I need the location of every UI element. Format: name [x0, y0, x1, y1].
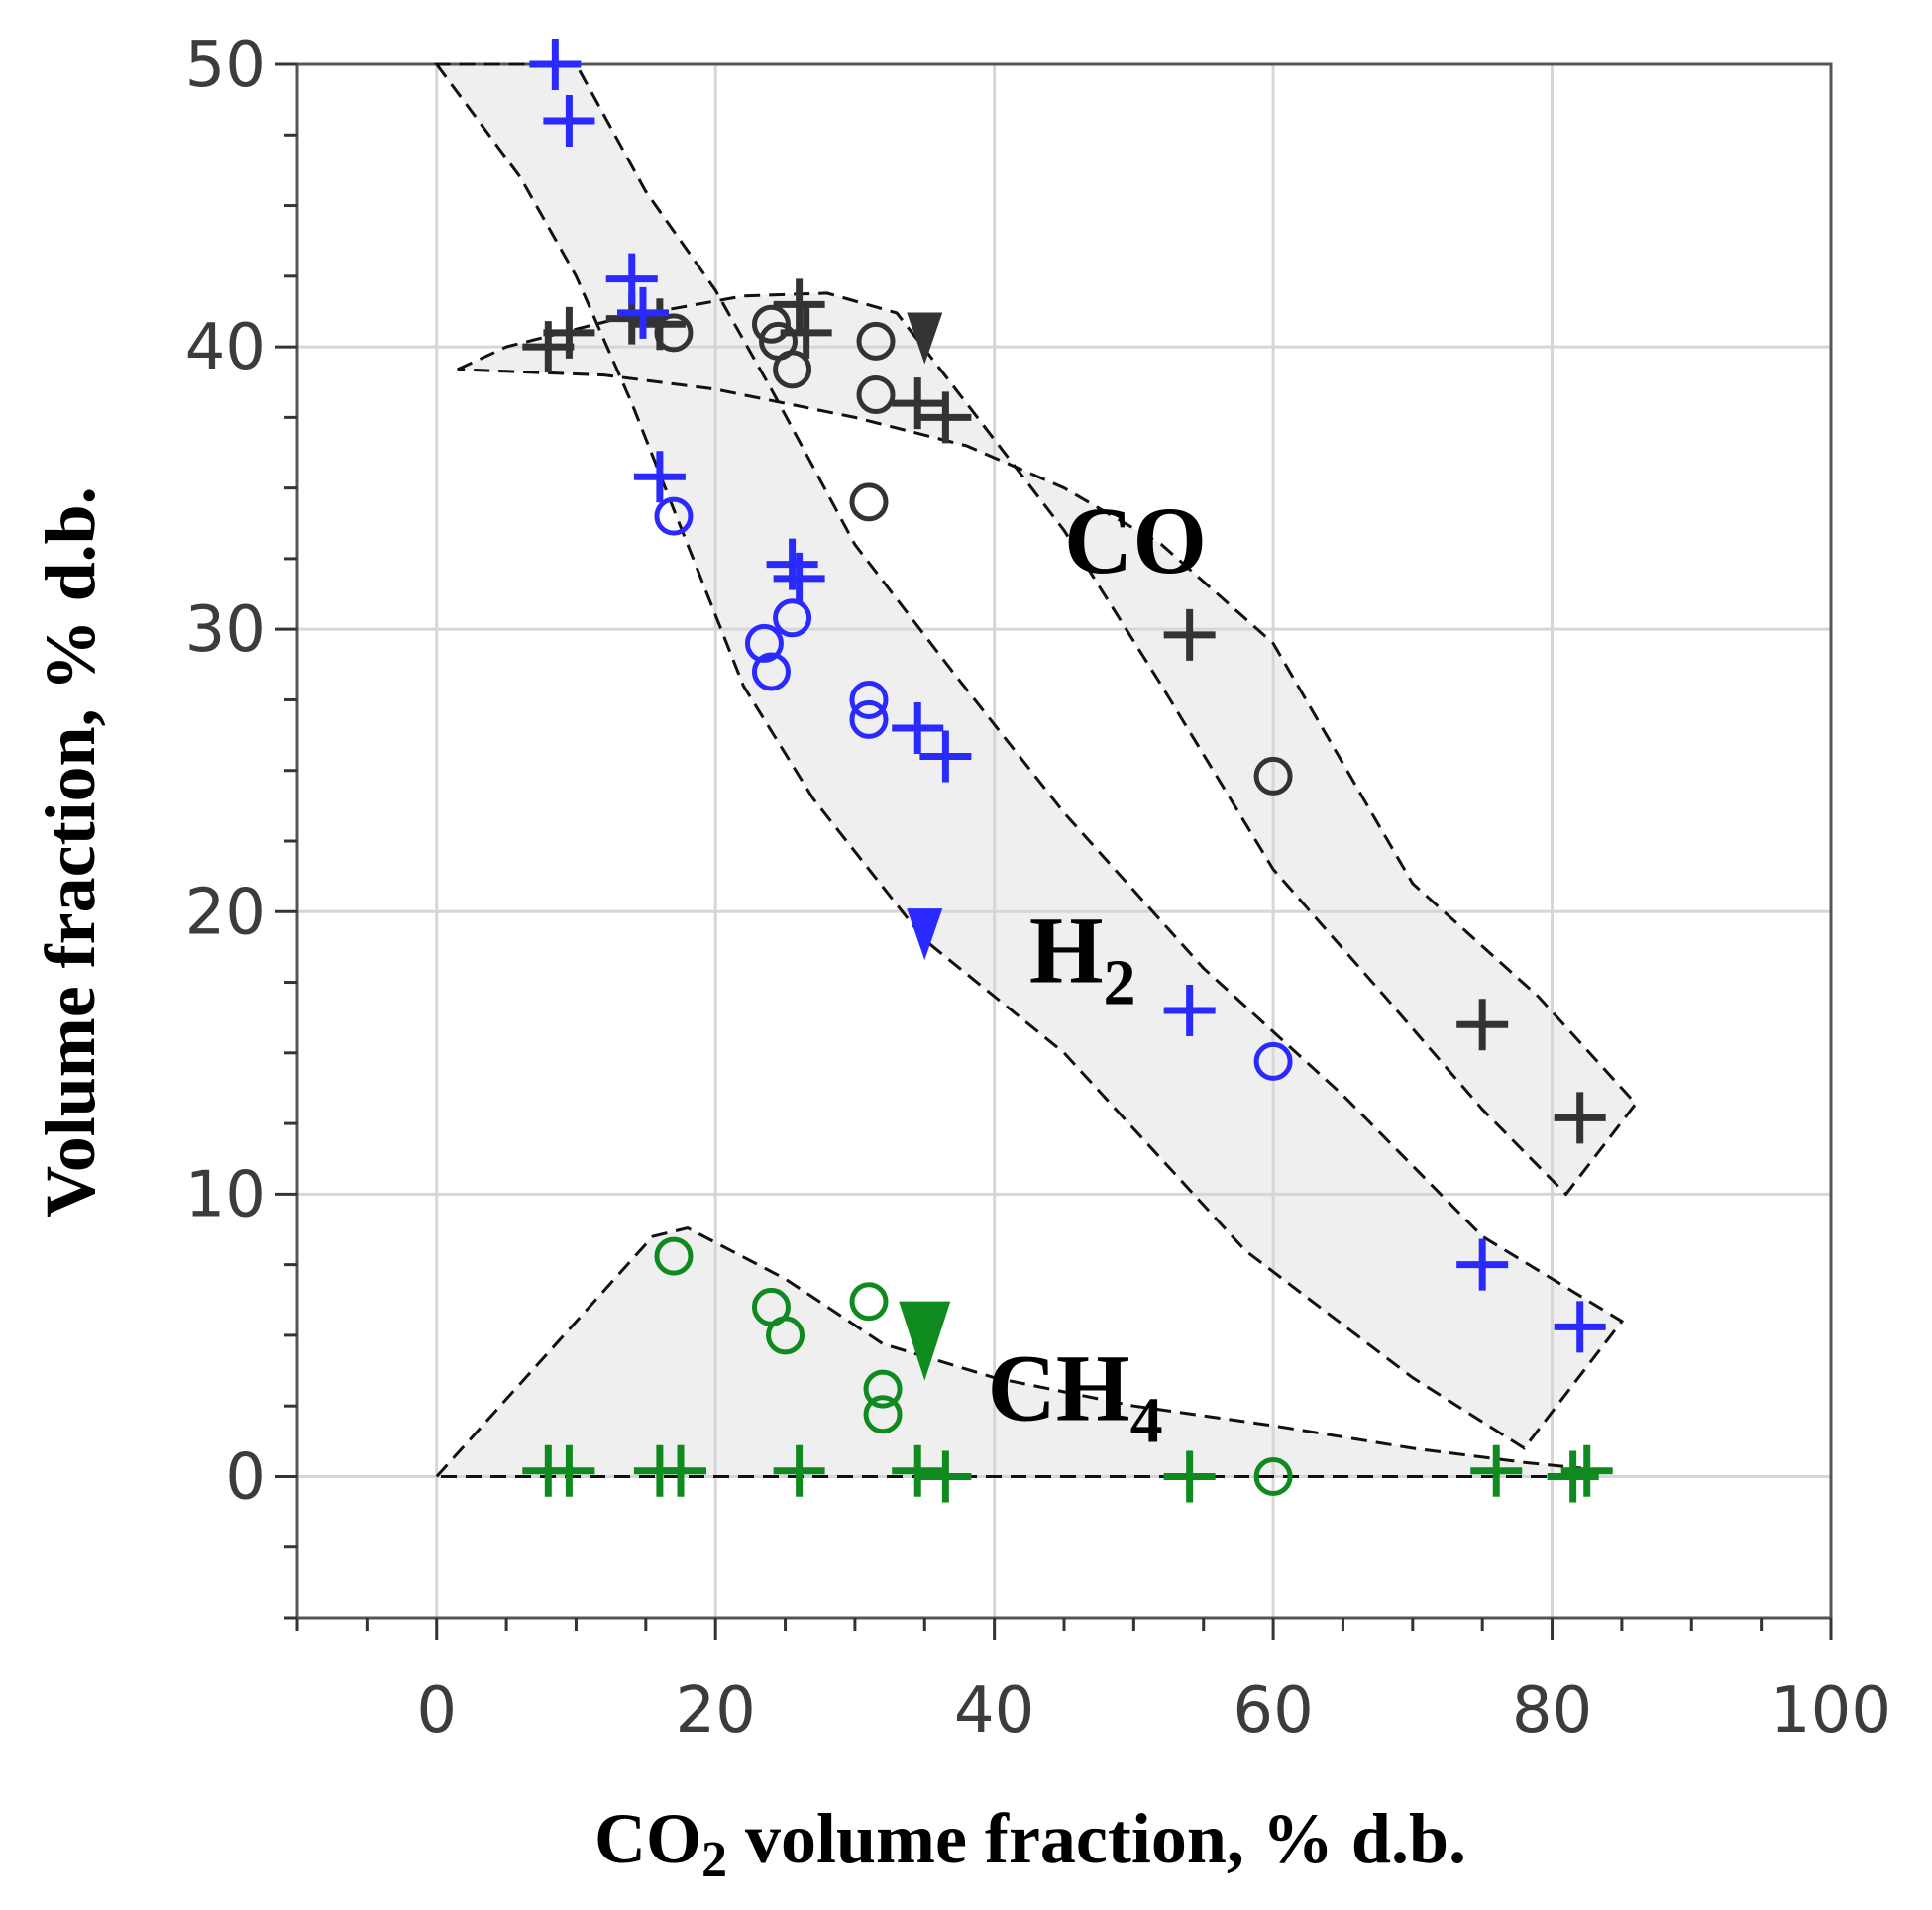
- label-co: CO: [1064, 487, 1207, 593]
- h2-triangle-point: [907, 908, 943, 961]
- h2-plus-point: [633, 451, 686, 503]
- co-circle-point: [856, 321, 896, 361]
- y-tick-label: 20: [185, 876, 266, 949]
- ch4-plus-point: [919, 1450, 972, 1503]
- h2-plus-point: [1163, 985, 1216, 1037]
- band-co: [457, 292, 1636, 1195]
- ch4-plus-point: [543, 1444, 595, 1497]
- ch4-circle-point: [863, 1395, 903, 1434]
- ch4-circle-point: [863, 1369, 903, 1409]
- band-outline-h2: [433, 62, 1625, 1450]
- x-tick-label: 60: [1233, 1674, 1313, 1748]
- x-tick-label: 0: [416, 1674, 457, 1748]
- ch4-plus-point: [1163, 1450, 1216, 1503]
- x-tick-label: 100: [1771, 1674, 1891, 1748]
- h2-circle-point: [849, 680, 889, 719]
- x-tick-label: 40: [954, 1674, 1034, 1748]
- h2-plus-point: [605, 253, 658, 305]
- h2-circle-point: [773, 598, 812, 638]
- h2-plus-point: [617, 286, 670, 339]
- h2-circle-point: [1253, 1041, 1293, 1081]
- y-axis-title: Volume fraction, % d.b.: [31, 486, 110, 1217]
- co-plus-point: [543, 306, 595, 359]
- h2-plus-point: [919, 730, 972, 783]
- data-markers: [522, 39, 1613, 1503]
- ch4-circle-point: [1253, 1456, 1293, 1496]
- h2-plus-point: [529, 39, 582, 90]
- h2-circle-point: [654, 496, 694, 536]
- co-plus-point: [1554, 1092, 1606, 1144]
- co-circle-point: [849, 482, 889, 522]
- ch4-circle-point: [766, 1316, 805, 1355]
- x-tick-label: 20: [675, 1674, 755, 1748]
- h2-circle-point: [751, 652, 791, 691]
- co-circle-point: [1253, 756, 1293, 796]
- co-plus-point: [1456, 999, 1509, 1051]
- co-plus-point: [892, 377, 944, 430]
- y-tick-label: 0: [225, 1440, 266, 1514]
- ch4-triangle-point: [899, 1301, 951, 1381]
- y-tick-label: 50: [185, 29, 266, 102]
- band-ch4: [436, 1227, 1580, 1477]
- ch4-circle-point: [654, 1236, 694, 1276]
- co-circle-point: [773, 350, 812, 389]
- ch4-plus-point: [1470, 1444, 1523, 1497]
- co-plus-point: [919, 391, 972, 444]
- series-labels: CO H2 CH4: [988, 487, 1207, 1456]
- x-tick-label: 80: [1512, 1674, 1592, 1748]
- y-tick-label: 40: [185, 311, 266, 384]
- axis-ticks: [275, 62, 1833, 1640]
- tick-labels: 0 20 40 60 80 100 0 10 20 30 40 50: [185, 29, 1892, 1748]
- h2-plus-point: [1554, 1301, 1606, 1353]
- h2-plus-point: [1456, 1238, 1509, 1291]
- co-circle-point: [751, 304, 791, 344]
- h2-circle-point: [849, 699, 889, 739]
- co-circle-point: [856, 375, 896, 415]
- co-plus-point: [773, 278, 825, 331]
- co-plus-point: [780, 306, 832, 359]
- band-h2: [436, 64, 1622, 1448]
- label-ch4: CH4: [988, 1334, 1163, 1456]
- ch4-plus-point: [892, 1444, 944, 1497]
- y-tick-label: 10: [185, 1158, 266, 1231]
- h2-circle-point: [744, 623, 784, 663]
- co-plus-point: [1163, 608, 1216, 661]
- y-tick-label: 30: [185, 593, 266, 667]
- ch4-plus-point: [773, 1444, 825, 1497]
- h2-plus-point: [892, 701, 944, 754]
- label-h2: H2: [1029, 898, 1136, 1019]
- h2-plus-point: [543, 95, 595, 148]
- co-triangle-point: [907, 312, 943, 365]
- ch4-circle-point: [849, 1282, 889, 1322]
- x-axis-title: CO2 volume fraction, % d.b.: [594, 1799, 1466, 1888]
- shaded-bands: [436, 64, 1636, 1477]
- ch4-plus-point: [1560, 1444, 1613, 1497]
- co-circle-point: [654, 313, 694, 353]
- h2-plus-point: [773, 552, 825, 604]
- ch4-plus-point: [655, 1444, 706, 1497]
